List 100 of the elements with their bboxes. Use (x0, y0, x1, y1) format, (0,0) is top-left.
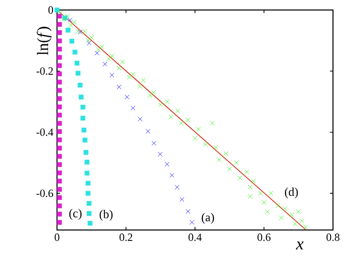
point (192, 136, 198, 141)
point (265, 209, 270, 214)
point (248, 184, 253, 190)
point (57, 46, 62, 52)
point (57, 22, 62, 27)
point (146, 128, 150, 134)
point (57, 30, 62, 36)
point (170, 172, 174, 178)
point (57, 80, 62, 85)
point (180, 197, 184, 202)
point (248, 194, 253, 199)
point (57, 137, 62, 142)
point (138, 116, 143, 122)
point (64, 14, 70, 18)
point (99, 44, 104, 50)
point (86, 211, 92, 216)
point (69, 38, 74, 44)
point (76, 70, 80, 76)
point (278, 215, 284, 220)
point (54, 8, 60, 12)
point (275, 203, 280, 208)
point (268, 190, 274, 196)
point (57, 212, 62, 216)
point (296, 209, 301, 214)
point (57, 104, 62, 110)
point (237, 176, 242, 180)
point (57, 96, 62, 102)
point (57, 120, 62, 126)
point (224, 151, 228, 156)
point (57, 63, 62, 68)
point (68, 22, 74, 28)
point (57, 195, 62, 200)
annotation: (a) (202, 212, 214, 224)
point (120, 60, 125, 64)
point (127, 74, 132, 80)
point (84, 150, 88, 155)
y-tick-label: -0.4 (36, 128, 54, 136)
x-axis-title: x (296, 242, 304, 250)
point (137, 84, 142, 89)
point (124, 94, 130, 100)
point (72, 50, 78, 55)
point (196, 126, 201, 132)
point (94, 50, 100, 56)
point (190, 220, 194, 225)
point (57, 170, 62, 176)
point (234, 160, 239, 166)
point (78, 30, 82, 34)
x-tick-label: 0.6 (258, 234, 271, 241)
point (75, 29, 80, 34)
point (84, 160, 90, 165)
point (116, 66, 122, 70)
point (84, 170, 90, 176)
point (78, 94, 84, 100)
x-tick-label: 0.2 (120, 234, 132, 241)
point (57, 154, 62, 159)
point (116, 84, 122, 90)
y-axis-title: ln(f) (36, 26, 52, 56)
point (86, 190, 90, 196)
x-tick-label: 0.8 (326, 234, 340, 241)
point (82, 128, 86, 132)
point (151, 90, 156, 95)
point (96, 47, 101, 52)
point (186, 208, 190, 214)
point (78, 82, 83, 88)
point (175, 108, 180, 114)
point (158, 152, 163, 157)
point (130, 72, 136, 77)
point (258, 190, 263, 196)
point (86, 180, 90, 186)
point (57, 186, 62, 192)
y-tick-label: -0.6 (36, 190, 54, 198)
point (110, 53, 115, 58)
point (57, 220, 62, 225)
point (86, 38, 90, 43)
point (82, 29, 87, 34)
annotation: (c) (69, 208, 82, 220)
point (57, 162, 62, 167)
x-tick-label: 0 (54, 234, 60, 241)
point (152, 140, 156, 146)
point (57, 14, 62, 19)
point (68, 18, 72, 22)
point (74, 60, 80, 66)
point (292, 222, 298, 226)
point (66, 28, 70, 33)
point (86, 201, 92, 206)
point (80, 116, 86, 121)
point (57, 38, 62, 44)
point (168, 114, 174, 120)
annotation: (d) (284, 187, 298, 198)
point (244, 170, 250, 174)
point (186, 118, 190, 122)
point (164, 162, 170, 167)
y-tick-label: 0 (48, 6, 54, 14)
point (57, 71, 62, 76)
point (80, 104, 86, 110)
point (213, 145, 218, 150)
point (300, 218, 304, 224)
point (86, 40, 92, 46)
point (158, 102, 163, 108)
point (216, 157, 222, 162)
